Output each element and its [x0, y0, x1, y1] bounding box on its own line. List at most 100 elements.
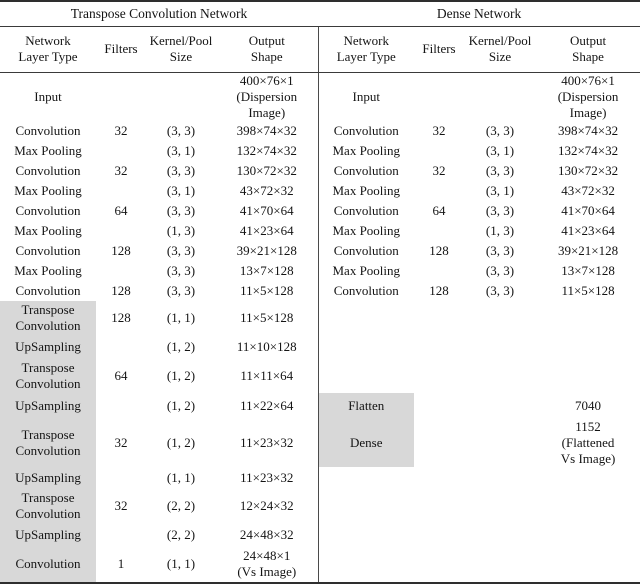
left-layer-cell: Convolution: [15, 282, 81, 298]
left-layer-cell: Convolution: [15, 162, 81, 178]
right-output-cell: 11×5×128: [561, 282, 615, 298]
left-filters-cell: 32: [114, 122, 128, 138]
right-filters-cell: 32: [432, 122, 446, 138]
right-layer-cell: [317, 300, 415, 335]
left-kernel-cell: (3, 3): [166, 242, 196, 258]
right-output-cell: 13×7×128: [561, 262, 615, 278]
right-filters-cell: 64: [432, 202, 446, 218]
left-output-cell: 41×70×64: [239, 202, 294, 218]
left-kernel-cell: (1, 2): [166, 367, 196, 383]
table-row: Max Pooling (3, 3) 13×7×128 Max Pooling (3, …: [0, 260, 640, 281]
left-header-layer-type: Network Layer Type: [0, 26, 96, 73]
right-kernel-cell: (3, 3): [485, 262, 515, 278]
table-row: Input 400×76×1 (Dispersion Image) Input 400…: [0, 72, 640, 121]
right-layer-cell: Max Pooling: [317, 260, 415, 281]
left-output-cell: 398×74×32: [236, 122, 297, 138]
left-output-cell: 24×48×32: [239, 526, 294, 542]
left-kernel-cell: (3, 3): [166, 202, 196, 218]
left-kernel-cell: (1, 1): [166, 309, 196, 325]
right-kernel-cell: (3, 3): [485, 282, 515, 298]
table-row: UpSampling (2, 2) 24×48×32: [0, 522, 640, 547]
right-layer-cell: Convolution: [317, 160, 415, 181]
left-filters-cell: 128: [111, 282, 131, 298]
right-filters-cell: [414, 72, 464, 121]
left-output-cell: 24×48×1 (Vs Image): [237, 548, 297, 579]
left-kernel-cell: (3, 3): [166, 122, 196, 138]
left-kernel-cell: (3, 3): [166, 162, 196, 178]
left-kernel-cell: [146, 72, 216, 121]
right-output-cell: [536, 359, 640, 393]
right-layer-cell: [317, 334, 415, 359]
right-filters-cell: [414, 489, 464, 523]
left-output-cell: 13×7×128: [239, 262, 294, 278]
right-output-cell: 39×21×128: [557, 242, 619, 258]
right-filters-cell: [414, 393, 464, 419]
left-layer-cell: Max Pooling: [14, 142, 82, 158]
right-filters-cell: [414, 419, 464, 467]
left-filters-cell: [96, 221, 146, 241]
right-kernel-cell: [464, 335, 536, 359]
left-filters-cell: [96, 181, 146, 201]
right-output-cell: 7040: [575, 397, 602, 413]
right-header-filters: Filters: [414, 26, 465, 73]
right-output-cell: 132×74×32: [557, 142, 619, 158]
left-kernel-cell: (3, 1): [166, 182, 196, 198]
table-row: Transpose Convolution 32 (1, 2) 11×23×32 Den…: [0, 418, 640, 467]
right-filters-cell: 128: [429, 282, 449, 298]
table-row: Convolution 64 (3, 3) 41×70×64 Convolution 64…: [0, 200, 640, 221]
right-output-cell: 43×72×32: [561, 182, 615, 198]
right-filters-cell: [414, 221, 464, 241]
left-kernel-cell: (1, 2): [166, 397, 196, 413]
left-layer-cell: Input: [34, 88, 62, 104]
left-layer-cell: Max Pooling: [14, 182, 82, 198]
left-output-cell: 11×10×128: [236, 338, 297, 354]
table-row: Convolution 128 (3, 3) 11×5×128 Convolution 1…: [0, 280, 640, 301]
column-header-row: Network Layer Type Filters Kernel/Pool S…: [0, 26, 640, 73]
table-row: Max Pooling (3, 1) 132×74×32 Max Pooling (3,…: [0, 140, 640, 161]
left-output-cell: 11×5×128: [240, 309, 294, 325]
left-kernel-cell: (3, 3): [166, 262, 196, 278]
left-layer-cell: Convolution: [15, 202, 81, 218]
left-kernel-cell: (3, 1): [166, 142, 196, 158]
right-layer-cell: [317, 488, 415, 523]
left-output-cell: 43×72×32: [239, 182, 294, 198]
right-layer-cell: [317, 358, 415, 393]
right-layer-cell: Convolution: [317, 200, 415, 221]
left-layer-cell: UpSampling: [0, 522, 96, 547]
left-filters-cell: [96, 72, 146, 121]
table-row: UpSampling (1, 2) 11×10×128: [0, 334, 640, 359]
right-layer-cell: Max Pooling: [317, 220, 415, 241]
right-output-cell: [536, 335, 640, 359]
left-output-cell: 11×11×64: [240, 367, 294, 383]
left-layer-cell: Convolution: [0, 546, 96, 583]
left-table-title: Transpose Convolution Network: [0, 1, 319, 27]
left-kernel-cell: (1, 1): [166, 469, 196, 485]
right-header-layer-type: Network Layer Type: [317, 26, 415, 73]
right-kernel-cell: (3, 1): [485, 182, 515, 198]
right-output-cell: [536, 547, 640, 583]
left-header-filters: Filters: [96, 26, 146, 73]
right-kernel-cell: (3, 3): [485, 122, 515, 138]
right-kernel-cell: (1, 3): [485, 222, 515, 238]
right-table-title: Dense Network: [318, 1, 640, 27]
left-output-cell: 11×22×64: [240, 397, 294, 413]
right-header-output-shape: Output Shape: [536, 26, 640, 73]
left-kernel-cell: (2, 2): [166, 526, 196, 542]
table-title-row: Transpose Convolution Network Dense Netw…: [0, 1, 640, 27]
right-kernel-cell: [464, 467, 536, 489]
left-layer-cell: Max Pooling: [14, 262, 82, 278]
table-row: Max Pooling (3, 1) 43×72×32 Max Pooling (3, …: [0, 180, 640, 201]
left-layer-cell: Transpose Convolution: [0, 488, 96, 523]
right-kernel-cell: [464, 72, 536, 121]
left-kernel-cell: (3, 3): [166, 282, 196, 298]
right-layer-cell: Max Pooling: [317, 140, 415, 161]
left-filters-cell: 32: [114, 162, 128, 178]
right-layer-cell: Convolution: [317, 120, 415, 141]
left-layer-cell: Convolution: [15, 242, 81, 258]
table-row: Convolution 32 (3, 3) 130×72×32 Convolution 3…: [0, 160, 640, 181]
right-layer-cell: Max Pooling: [317, 180, 415, 201]
right-filters-cell: [414, 141, 464, 161]
right-output-cell: 41×70×64: [561, 202, 615, 218]
right-output-cell: [536, 523, 640, 547]
left-output-cell: 39×21×128: [236, 242, 297, 258]
